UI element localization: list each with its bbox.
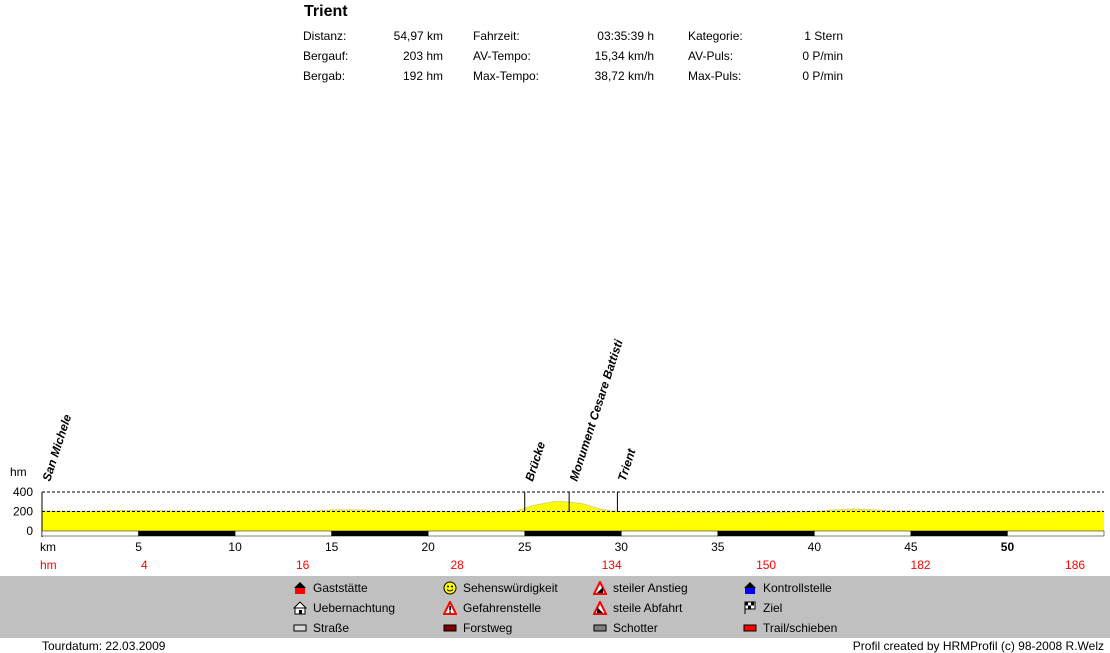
stat-value: 03:35:39 h	[597, 29, 654, 43]
legend-label: Uebernachtung	[313, 601, 396, 615]
x-tick-label: 20	[422, 540, 436, 554]
cum-climb-label: 28	[450, 558, 464, 572]
x-tick-label: 25	[518, 540, 532, 554]
y-axis-label: hm	[10, 465, 27, 479]
legend-item: Gaststätte	[293, 581, 368, 595]
surface-segment	[621, 530, 719, 537]
stat-value: 0 P/min	[802, 49, 843, 63]
legend-item: steiler Anstieg	[592, 579, 688, 595]
stat-label: AV-Puls:	[688, 49, 734, 63]
surface-segment	[234, 530, 332, 537]
stat-value: 38,72 km/h	[594, 69, 654, 83]
waypoint-label: San Michele	[40, 412, 75, 483]
stat-value: 1 Stern	[804, 29, 843, 43]
stat-label: Distanz:	[303, 29, 347, 43]
cum-climb-label: 134	[602, 558, 622, 572]
x-tick-label: 40	[808, 540, 822, 554]
cum-climb-label: 16	[296, 558, 310, 572]
schotter-icon	[593, 621, 607, 635]
legend-label: Schotter	[613, 621, 658, 635]
stat-value: 0 P/min	[802, 69, 843, 83]
stat-label: Fahrzeit:	[473, 29, 520, 43]
surface-segment	[427, 530, 525, 537]
legend-item: Ziel	[743, 601, 782, 615]
cum-climb-label: 182	[911, 558, 931, 572]
legend-item: Uebernachtung	[292, 601, 396, 615]
legend-label: steiler Anstieg	[613, 581, 688, 595]
tour-date: Tourdatum: 22.03.2009	[42, 639, 166, 653]
gefahrenstelle-icon	[442, 599, 458, 615]
x-tick-label: 45	[904, 540, 918, 554]
x-tick-label: 10	[228, 540, 242, 554]
stat-value: 15,34 km/h	[594, 49, 654, 63]
legend-label: Gaststätte	[313, 581, 368, 595]
sehenswuerdigkeit-icon	[443, 581, 457, 595]
cum-climb-label: 150	[756, 558, 776, 572]
y-tick-label: 0	[26, 524, 33, 538]
gaststaette-icon	[293, 581, 307, 595]
profile-area	[42, 501, 1104, 531]
cum-climb-label: 186	[1065, 558, 1085, 572]
stat-label: Bergab:	[303, 69, 346, 83]
legend-label: steile Abfahrt	[613, 601, 683, 615]
stat-value: 192 hm	[402, 69, 443, 83]
stat-label: Bergauf:	[303, 49, 349, 63]
ziel-icon	[743, 601, 757, 615]
y-tick-label: 400	[13, 485, 33, 499]
forstweg-icon	[443, 621, 457, 635]
legend-item: Kontrollstelle	[743, 581, 832, 595]
x-axis-label: km	[40, 540, 56, 554]
surface-segment	[41, 530, 139, 537]
legend-item: Sehenswürdigkeit	[443, 581, 558, 595]
legend-item: Schotter	[593, 621, 658, 635]
legend-label: Gefahrenstelle	[463, 601, 542, 615]
elevation-profile-chart: hm 400 200 0 km 5 10 15 20 25 30 35 40 45 50 hm 4 16 28 134…	[10, 337, 1105, 572]
stat-label: AV-Tempo:	[473, 49, 531, 63]
legend-bar	[0, 576, 1110, 638]
stat-label: Max-Puls:	[688, 69, 742, 83]
steiler-anstieg-icon	[592, 579, 608, 595]
tour-title: Trient	[304, 3, 348, 20]
stat-value: 54,97 km	[393, 29, 443, 43]
kontrollstelle-icon	[743, 581, 757, 595]
stat-label: Max-Tempo:	[473, 69, 540, 83]
x-tick-label: 5	[135, 540, 142, 554]
legend-label: Sehenswürdigkeit	[463, 581, 558, 595]
stat-value: 203 hm	[402, 49, 443, 63]
credit-text: Profil created by HRMProfil (c) 98-2008 …	[852, 639, 1104, 653]
cum-climb-axis-label: hm	[40, 558, 57, 572]
surface-segment	[717, 530, 815, 537]
legend-item: Trail/schieben	[743, 621, 837, 635]
surface-segment	[524, 530, 622, 537]
trail-schieben-icon	[743, 621, 757, 635]
steile-abfahrt-icon	[592, 599, 608, 615]
strasse-icon	[293, 621, 307, 635]
waypoint-label: Trient	[615, 446, 639, 483]
profile-line	[41, 501, 1105, 514]
y-tick-label: 200	[13, 505, 33, 519]
x-tick-label: 35	[711, 540, 725, 554]
legend-label: Trail/schieben	[763, 621, 838, 635]
legend-item: Gefahrenstelle	[442, 599, 542, 615]
legend-item: Straße	[293, 621, 349, 635]
legend-label: Forstweg	[463, 621, 513, 635]
cum-climb-label: 4	[141, 558, 148, 572]
surface-segment	[331, 530, 429, 537]
surface-segment	[1007, 530, 1105, 537]
stat-label: Kategorie:	[688, 29, 743, 43]
legend-label: Straße	[313, 621, 350, 635]
surface-segment	[910, 530, 1008, 537]
surface-segment	[138, 530, 236, 537]
surface-segment	[814, 530, 912, 537]
legend-item: steile Abfahrt	[592, 599, 683, 615]
waypoint-label: Brücke	[522, 440, 548, 483]
legend-label: Ziel	[763, 601, 783, 615]
uebernachtung-icon	[292, 601, 308, 615]
x-tick-label: 50	[1001, 540, 1015, 554]
legend-label: Kontrollstelle	[763, 581, 832, 595]
x-tick-label: 15	[325, 540, 339, 554]
x-tick-label: 30	[615, 540, 629, 554]
waypoint-label: Monument Cesare Battisti	[567, 337, 626, 483]
legend-item: Forstweg	[443, 621, 512, 635]
